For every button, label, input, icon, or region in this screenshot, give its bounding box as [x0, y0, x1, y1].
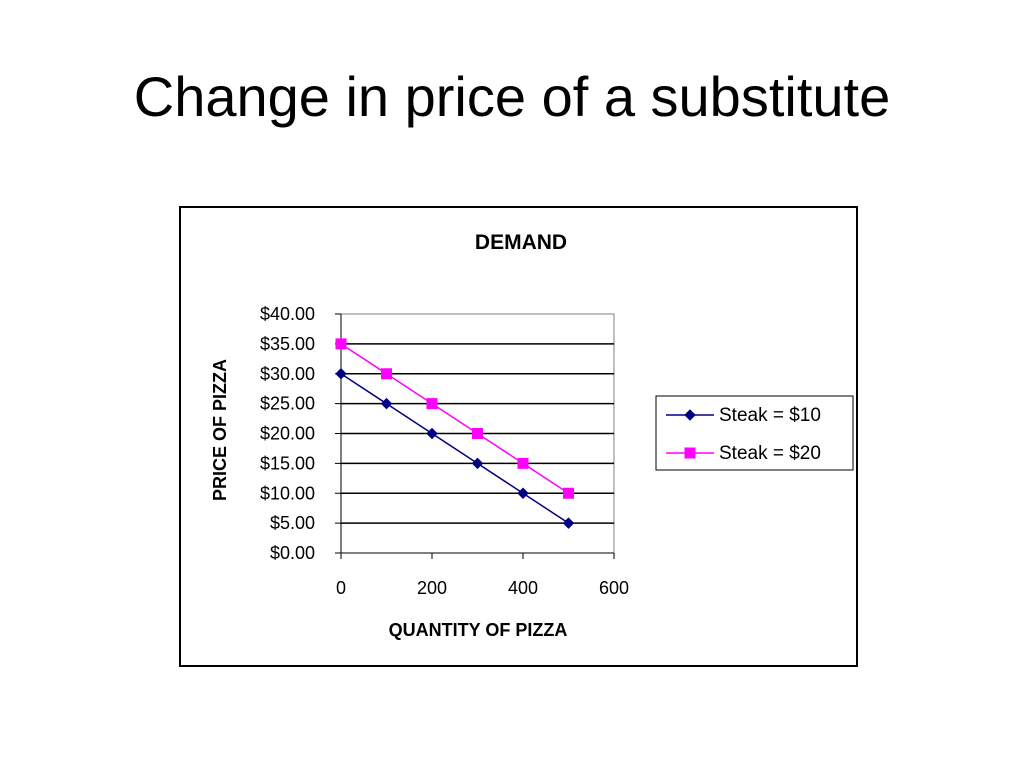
y-tick-label-0: $0.00 — [270, 543, 315, 563]
x-tick-label-3: 600 — [599, 578, 629, 598]
series-1-point-1 — [381, 368, 392, 380]
y-tick-label-8: $40.00 — [260, 304, 315, 324]
series-1-point-4 — [517, 457, 529, 469]
series-0-point-2 — [426, 427, 438, 440]
x-tick-label-2: 400 — [508, 578, 538, 598]
slide-title: Change in price of a substitute — [133, 65, 891, 128]
y-tick-label-7: $35.00 — [260, 334, 315, 354]
series-0-point-1 — [380, 397, 393, 410]
y-tick-label-1: $5.00 — [270, 513, 315, 533]
y-axis-label: PRICE OF PIZZA — [210, 359, 230, 501]
series-0-point-3 — [471, 457, 484, 470]
legend-label-1: Steak = $20 — [719, 443, 821, 464]
x-tick-label-0: 0 — [336, 578, 346, 598]
x-axis-label: QUANTITY OF PIZZA — [389, 620, 568, 640]
x-tick-label-1: 200 — [417, 578, 447, 598]
legend-marker-0 — [684, 409, 696, 421]
series-0-point-4 — [517, 487, 529, 499]
y-tick-label-4: $20.00 — [260, 424, 315, 444]
legend-marker-1 — [684, 447, 696, 459]
series-line-1 — [340, 343, 569, 494]
y-tick-label-2: $10.00 — [260, 483, 315, 503]
y-tick-label-3: $15.00 — [260, 453, 315, 473]
y-tick-label-6: $30.00 — [260, 364, 315, 384]
series-line-0 — [340, 373, 569, 524]
chart-title: DEMAND — [475, 231, 567, 254]
series-0-point-5 — [562, 517, 575, 529]
series-1-point-2 — [426, 398, 438, 410]
series-1-point-5 — [563, 487, 574, 499]
series-1-point-3 — [472, 428, 483, 439]
y-tick-label-5: $25.00 — [260, 394, 315, 414]
series-0-point-0 — [335, 368, 347, 380]
legend-label-0: Steak = $10 — [719, 405, 821, 426]
series-1-point-0 — [335, 338, 347, 350]
